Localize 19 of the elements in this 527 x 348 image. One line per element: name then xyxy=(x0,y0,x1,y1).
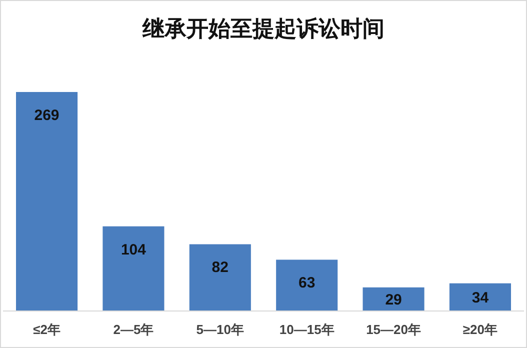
data-label: 63 xyxy=(298,274,316,292)
x-tick-label: 10—15年 xyxy=(279,322,334,337)
x-tick-label: 15—20年 xyxy=(366,322,421,337)
data-label: 29 xyxy=(385,292,402,309)
data-label: 82 xyxy=(212,259,228,276)
bar xyxy=(276,260,338,311)
bar xyxy=(16,92,78,311)
bar xyxy=(362,287,424,311)
x-tick-label: ≤2年 xyxy=(33,322,60,337)
x-tick-label: ≥20年 xyxy=(462,322,498,337)
x-tick-label: 2—5年 xyxy=(113,322,154,337)
data-label: 34 xyxy=(472,290,490,307)
data-label: 104 xyxy=(120,241,147,258)
data-label: 269 xyxy=(34,107,60,124)
bar xyxy=(189,244,251,311)
bar xyxy=(449,283,511,311)
x-tick-label: 5—10年 xyxy=(196,322,244,337)
bar xyxy=(102,226,164,311)
chart-title: 继承开始至提起诉讼时间 xyxy=(142,17,384,42)
